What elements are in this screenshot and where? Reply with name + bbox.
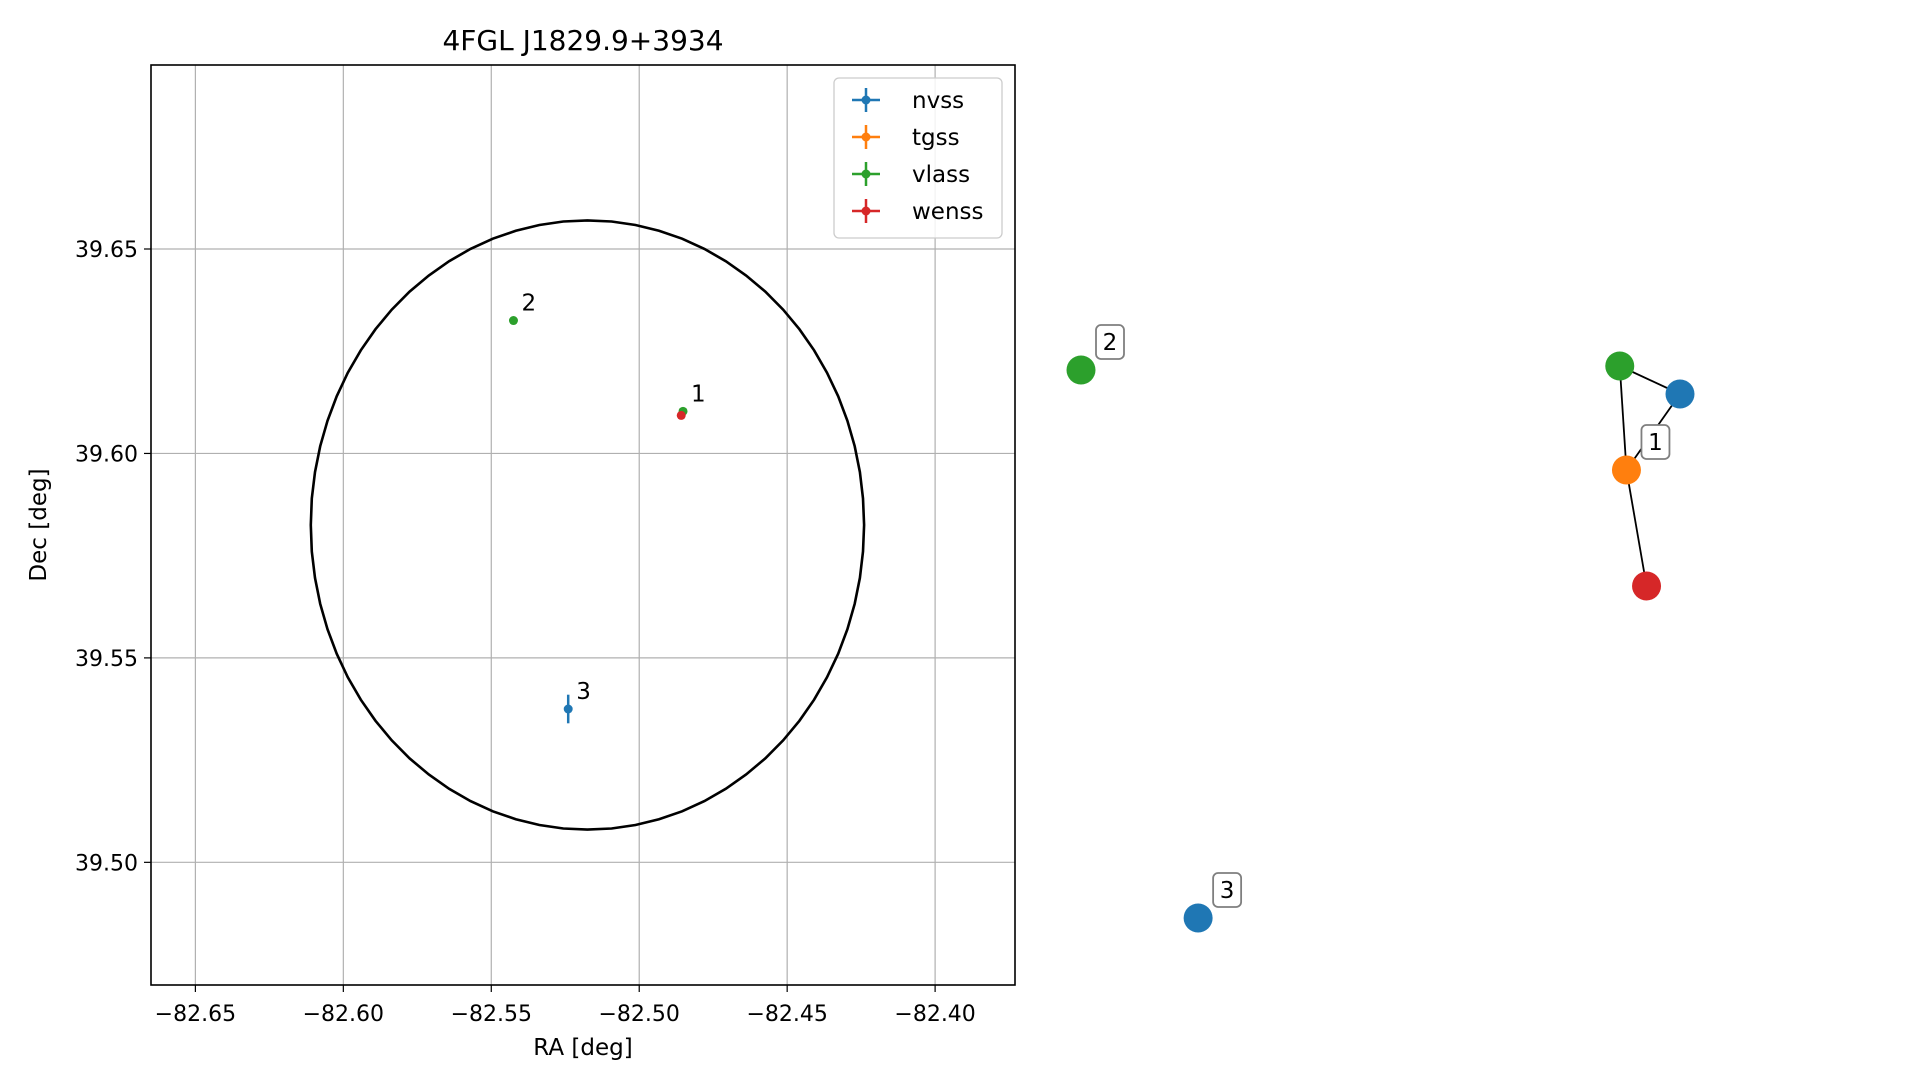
network-nodes <box>1066 351 1695 933</box>
network-node-vlass <box>1066 355 1096 385</box>
network-node-tgss <box>1611 455 1641 485</box>
legend-swatch-dot <box>861 132 871 142</box>
network-node-nvss <box>1665 379 1695 409</box>
network-edge <box>1625 469 1648 587</box>
x-tick-label: −82.55 <box>451 1002 532 1027</box>
source-point <box>676 410 686 420</box>
source-marker-nvss: 3 <box>563 679 591 724</box>
node-label-text: 3 <box>1220 878 1235 904</box>
network-node-nvss <box>1183 903 1213 933</box>
node-label-box <box>1212 872 1243 908</box>
x-axis-label: RA [deg] <box>533 1035 632 1061</box>
grid-lines <box>151 65 1015 985</box>
localization-ellipse <box>309 219 866 831</box>
node-label-text: 1 <box>1648 430 1663 456</box>
source-label: 2 <box>521 291 536 317</box>
node-label-box <box>1640 424 1671 460</box>
source-point <box>563 704 573 714</box>
x-tick-label: −82.45 <box>746 1002 827 1027</box>
x-tick-label: −82.60 <box>303 1002 384 1027</box>
y-tick-label: 39.55 <box>75 647 138 672</box>
y-tick-label: 39.50 <box>75 851 138 876</box>
source-point <box>508 316 518 326</box>
source-markers: 3 2 1 <box>508 291 706 724</box>
legend: nvss tgss vlass wenss <box>833 77 1003 239</box>
axes-frame <box>150 64 1016 986</box>
legend-item-tgss: tgss <box>852 125 960 151</box>
legend-swatch-dot <box>861 206 871 216</box>
network-node-vlass <box>1605 351 1635 381</box>
node-label-text: 2 <box>1103 330 1118 356</box>
legend-swatch-dot <box>861 169 871 179</box>
network-node-wenss <box>1632 571 1662 601</box>
node-label-box <box>1095 324 1125 360</box>
scatter-axes: 3 2 1 −82.65 −82.60 −82.55 −82.50 −82.45 −82.40… <box>26 24 1016 1061</box>
legend-item-vlass: vlass <box>852 162 970 188</box>
source-label: 3 <box>576 679 591 705</box>
network-node-label: 2 <box>1095 324 1125 360</box>
y-axis-label: Dec [deg] <box>26 468 52 581</box>
legend-item-nvss: nvss <box>852 88 964 114</box>
network-node-label: 3 <box>1212 872 1243 908</box>
network-edge <box>1618 365 1628 471</box>
chart-title: 4FGL J1829.9+3934 <box>442 24 723 57</box>
network-node-label: 1 <box>1640 424 1671 460</box>
legend-label: nvss <box>912 88 964 114</box>
y-tick-label: 39.65 <box>75 238 138 263</box>
x-tick-label: −82.65 <box>155 1002 236 1027</box>
legend-label: vlass <box>912 162 970 188</box>
source-marker-wenss <box>676 410 686 420</box>
network-node-labels: 2 3 1 <box>1095 324 1671 908</box>
localization-region <box>309 219 866 831</box>
y-tick-label: 39.60 <box>75 442 138 467</box>
source-label: 1 <box>691 381 706 407</box>
axis-ticks: −82.65 −82.60 −82.55 −82.50 −82.45 −82.40 39.5… <box>75 238 976 1027</box>
x-tick-label: −82.50 <box>599 1002 680 1027</box>
crossmatch-network: 2 3 1 <box>1066 324 1695 933</box>
source-marker-vlass: 2 <box>508 291 536 326</box>
legend-label: wenss <box>912 199 984 225</box>
legend-label: tgss <box>912 125 960 151</box>
legend-item-wenss: wenss <box>852 199 984 225</box>
legend-box <box>833 77 1003 239</box>
legend-swatch-dot <box>861 95 871 105</box>
x-tick-label: −82.40 <box>894 1002 975 1027</box>
